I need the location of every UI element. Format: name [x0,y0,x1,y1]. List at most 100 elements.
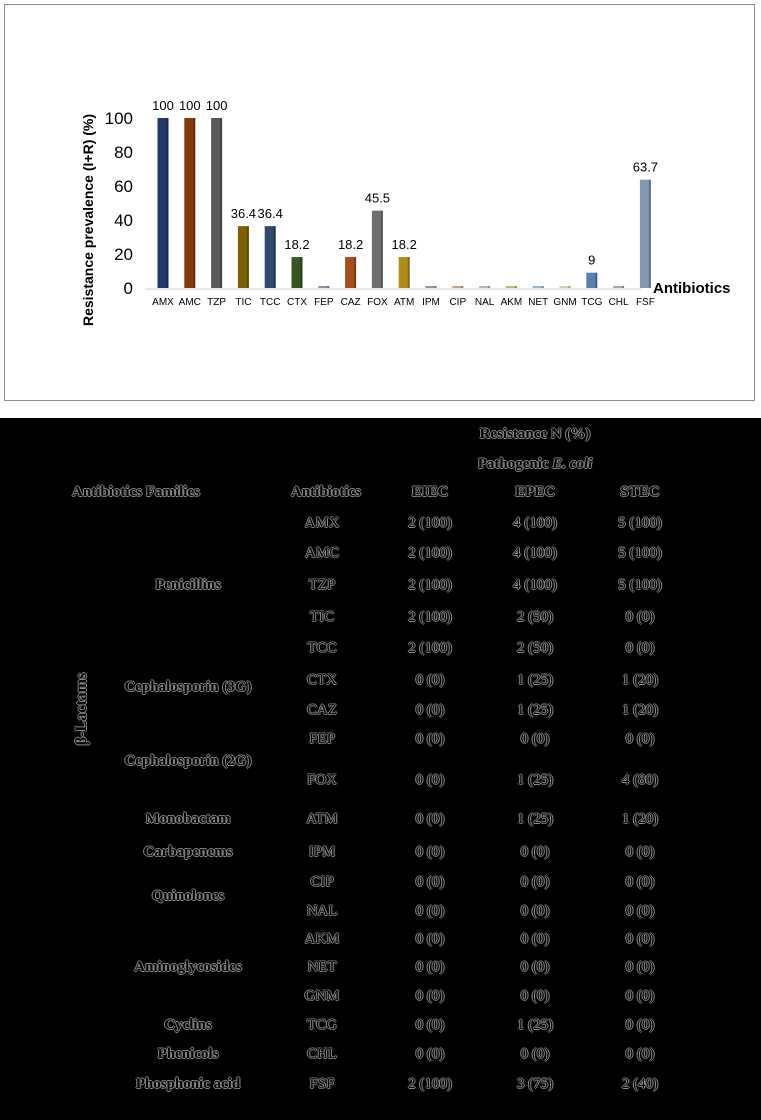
bar-chart: Resistance prevalence (I+R) (%) Antibiot… [80,98,731,326]
cell-eiec: 2 (100) [408,515,452,531]
data-label: 100 [152,98,174,113]
col-header-antibiotic: Antibiotics [290,484,361,500]
cell-antibiotic: CHL [307,1046,337,1062]
header-pathogenic-prefix: Pathogenic [477,456,553,472]
bar-shade [354,257,357,288]
x-tick-label: CHL [609,297,629,308]
bar-akm [505,286,517,288]
bar-gnm [559,286,571,288]
cell-epec: 1 (25) [516,702,554,718]
chart-panel: Resistance prevalence (I+R) (%) Antibiot… [4,4,755,401]
cell-eiec: 0 (0) [415,988,445,1004]
cell-eiec: 2 (100) [408,545,452,561]
y-tick-label: 20 [114,245,133,264]
bar-ipm [425,286,437,288]
x-tick-label: CTX [287,297,307,308]
bar-shade [166,118,169,288]
cell-antibiotic: AMC [304,545,340,561]
bar-tzp [211,118,223,288]
header-pathogenic-species: E. coli [552,456,593,472]
bar-caz [345,257,357,288]
cell-antibiotic: TIC [309,609,335,625]
cell-stec: 0 (0) [625,1017,655,1033]
cell-epec: 0 (0) [520,1046,550,1062]
cell-epec: 1 (25) [516,672,554,688]
cell-antibiotic: ATM [306,811,338,827]
cell-eiec: 2 (100) [408,609,452,625]
cell-eiec: 0 (0) [415,903,445,919]
x-tick-label: FEP [314,297,334,308]
x-tick-label: AKM [501,297,523,308]
bar-shade [461,286,464,288]
bar-tcg [586,272,598,288]
cell-eiec: 0 (0) [415,1017,445,1033]
cell-epec: 1 (25) [516,1017,554,1033]
cell-antibiotic: IPM [308,844,336,860]
cell-stec: 5 (100) [618,545,662,561]
cell-antibiotic: NAL [306,903,338,919]
cell-stec: 2 (40) [621,1076,659,1092]
cell-family: Penicillins [155,577,221,593]
cell-eiec: 0 (0) [415,959,445,975]
bar-shade [300,257,303,288]
cell-stec: 5 (100) [618,577,662,593]
cell-antibiotic: CAZ [307,702,337,718]
data-label: 36.4 [231,206,256,221]
cell-epec: 1 (25) [516,772,554,788]
y-tick-label: 40 [114,211,133,230]
cell-family: Phenicols [157,1046,219,1062]
bar-shade [514,286,517,288]
x-tick-label: TCG [581,297,602,308]
cell-stec: 0 (0) [625,640,655,656]
cell-family: Cephalosporin (3G) [124,679,252,695]
cell-stec: 4 (80) [621,772,659,788]
bar-shade [648,179,651,288]
cell-family: Aminoglycosides [134,959,242,975]
data-label: 18.2 [392,237,417,252]
x-tick-label: AMX [152,297,174,308]
data-label: 18.2 [338,237,363,252]
cell-antibiotic: FSF [309,1076,335,1092]
cell-stec: 0 (0) [625,874,655,890]
cell-epec: 2 (50) [516,609,554,625]
cell-antibiotic: TZP [308,577,336,593]
bar-shade [595,272,598,288]
data-label: 100 [179,98,201,113]
cell-epec: 0 (0) [520,844,550,860]
bar-amc [184,118,196,288]
bar-shade [380,210,383,288]
bar-atm [398,257,410,288]
bar-chl [613,286,625,288]
cell-eiec: 0 (0) [415,702,445,718]
x-tick-label: IPM [422,297,440,308]
cell-epec: 0 (0) [520,988,550,1004]
bar-ctx [291,257,303,288]
header-pathogenic: Pathogenic E. coli [415,455,655,473]
bar-shade [246,226,249,288]
cell-epec: 1 (25) [516,811,554,827]
bar-shade [273,226,276,288]
cell-antibiotic: CIP [310,874,334,890]
cell-stec: 0 (0) [625,731,655,747]
col-header-epec: EPEC [514,484,555,500]
bar-shade [220,118,223,288]
beta-lactams-label: β-Lactams [73,672,91,746]
cell-epec: 4 (100) [513,577,557,593]
bar-fsf [639,179,651,288]
x-tick-label: FOX [367,297,388,308]
bar-shade [434,286,437,288]
bar-shade [488,286,491,288]
bar-net [532,286,544,288]
cell-eiec: 0 (0) [415,772,445,788]
data-label: 18.2 [284,237,309,252]
cell-stec: 0 (0) [625,959,655,975]
cell-eiec: 0 (0) [415,874,445,890]
y-axis-title-group: Resistance prevalence (I+R) (%) [80,114,96,326]
cell-stec: 0 (0) [625,931,655,947]
cell-epec: 4 (100) [513,515,557,531]
x-tick-label: CIP [449,297,466,308]
x-tick-label: GNM [553,297,576,308]
data-label: 100 [206,98,228,113]
cell-eiec: 0 (0) [415,931,445,947]
cell-stec: 0 (0) [625,988,655,1004]
